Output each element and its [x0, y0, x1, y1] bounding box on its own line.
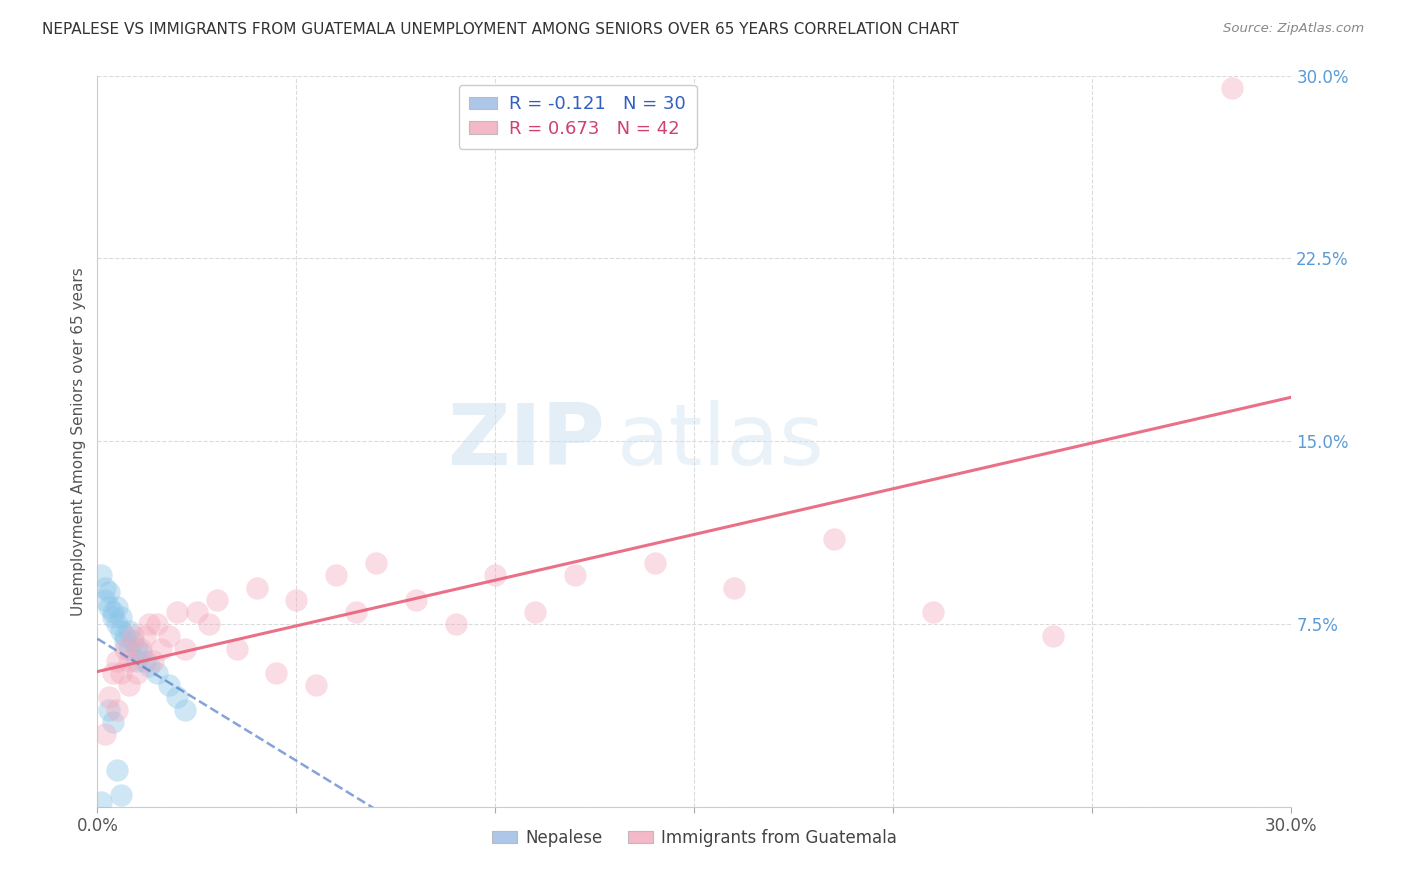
Point	[98, 702, 121, 716]
Point	[114, 629, 136, 643]
Text: Source: ZipAtlas.com: Source: ZipAtlas.com	[1223, 22, 1364, 36]
Text: NEPALESE VS IMMIGRANTS FROM GUATEMALA UNEMPLOYMENT AMONG SENIORS OVER 65 YEARS C: NEPALESE VS IMMIGRANTS FROM GUATEMALA UN…	[42, 22, 959, 37]
Point	[122, 629, 145, 643]
Point	[114, 634, 136, 648]
Point	[127, 641, 149, 656]
Text: ZIP: ZIP	[447, 400, 605, 483]
Point	[110, 788, 132, 802]
Point	[1042, 629, 1064, 643]
Point	[1220, 80, 1243, 95]
Point	[197, 617, 219, 632]
Point	[90, 795, 112, 809]
Point	[285, 592, 308, 607]
Point	[118, 624, 141, 639]
Point	[105, 702, 128, 716]
Point	[110, 624, 132, 639]
Point	[98, 600, 121, 615]
Point	[266, 665, 288, 680]
Point	[174, 641, 197, 656]
Text: atlas: atlas	[617, 400, 825, 483]
Y-axis label: Unemployment Among Seniors over 65 years: Unemployment Among Seniors over 65 years	[72, 267, 86, 615]
Point	[823, 532, 845, 546]
Point	[94, 581, 117, 595]
Point	[98, 585, 121, 599]
Point	[118, 641, 141, 656]
Point	[134, 654, 156, 668]
Point	[103, 665, 125, 680]
Point	[105, 764, 128, 778]
Point	[90, 568, 112, 582]
Point	[305, 678, 328, 692]
Point	[103, 605, 125, 619]
Point	[129, 647, 152, 661]
Point	[146, 617, 169, 632]
Point	[245, 581, 267, 595]
Point	[484, 568, 506, 582]
Point	[94, 727, 117, 741]
Point	[225, 641, 247, 656]
Point	[134, 629, 156, 643]
Point	[105, 617, 128, 632]
Point	[103, 610, 125, 624]
Point	[205, 592, 228, 607]
Point	[94, 592, 117, 607]
Point	[129, 641, 152, 656]
Point	[174, 702, 197, 716]
Point	[364, 556, 387, 570]
Point	[103, 714, 125, 729]
Point	[98, 690, 121, 705]
Point	[138, 658, 160, 673]
Point	[325, 568, 347, 582]
Legend: Nepalese, Immigrants from Guatemala: Nepalese, Immigrants from Guatemala	[485, 822, 904, 854]
Point	[444, 617, 467, 632]
Point	[644, 556, 666, 570]
Point	[157, 629, 180, 643]
Point	[564, 568, 586, 582]
Point	[405, 592, 427, 607]
Point	[723, 581, 745, 595]
Point	[110, 665, 132, 680]
Point	[524, 605, 547, 619]
Point	[105, 600, 128, 615]
Point	[138, 617, 160, 632]
Point	[122, 634, 145, 648]
Point	[118, 654, 141, 668]
Point	[166, 605, 188, 619]
Point	[146, 665, 169, 680]
Point	[186, 605, 208, 619]
Point	[114, 641, 136, 656]
Point	[118, 678, 141, 692]
Point	[110, 610, 132, 624]
Point	[166, 690, 188, 705]
Point	[150, 641, 173, 656]
Point	[127, 665, 149, 680]
Point	[142, 654, 165, 668]
Point	[922, 605, 945, 619]
Point	[157, 678, 180, 692]
Point	[127, 654, 149, 668]
Point	[344, 605, 367, 619]
Point	[105, 654, 128, 668]
